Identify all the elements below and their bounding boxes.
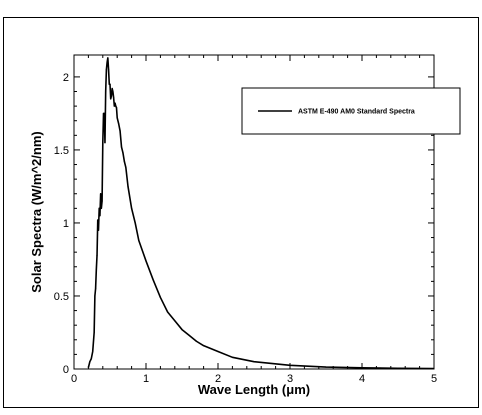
data-point: [94, 295, 96, 297]
axes-layer: 0 1 2 3 4 5 0 0.5 1 1.5 2: [54, 55, 437, 385]
y-tick-label: 1: [63, 218, 69, 230]
data-point: [97, 219, 99, 221]
data-point: [103, 112, 105, 115]
data-point: [90, 358, 92, 360]
data-point: [99, 215, 101, 217]
legend: ASTM E-490 AM0 Standard Spectra: [241, 87, 461, 135]
data-point: [113, 105, 115, 107]
data-point: [116, 117, 118, 119]
data-point: [93, 331, 95, 334]
x-tick-label: 4: [359, 373, 365, 385]
data-point: [289, 364, 291, 366]
data-point: [127, 185, 129, 188]
y-axis-title: Solar Spectra (W/m^2/nm): [29, 131, 44, 292]
data-point: [106, 61, 108, 63]
data-point: [119, 130, 121, 132]
data-point: [195, 340, 197, 342]
x-tick-label: 5: [431, 373, 437, 385]
series-line-0: [87, 57, 435, 370]
data-point: [101, 200, 103, 202]
data-point: [100, 207, 102, 209]
data-point: [122, 152, 124, 154]
y-tick-label: 0: [63, 364, 69, 376]
y-tick-label: 0.5: [54, 291, 69, 303]
data-point: [107, 69, 110, 71]
data-point: [138, 239, 140, 242]
data-point: [92, 350, 94, 353]
x-tick-label: 3: [287, 373, 293, 385]
data-point: [97, 229, 100, 231]
x-tick-label: 2: [215, 373, 221, 385]
data-point: [112, 90, 114, 93]
data-point: [96, 254, 98, 256]
data-point: [131, 207, 133, 209]
data-point: [181, 328, 183, 331]
data-point: [253, 361, 255, 363]
data-point: [115, 106, 118, 109]
data-point: [231, 356, 233, 358]
data-point: [95, 288, 97, 290]
data-point: [114, 102, 116, 104]
data-point: [105, 69, 107, 71]
data-point: [361, 367, 363, 369]
data-point: [89, 361, 91, 363]
data-point: [433, 367, 435, 370]
data-point: [123, 161, 125, 163]
data-point: [397, 367, 399, 369]
data-point: [174, 320, 176, 322]
x-tick-label: 0: [71, 373, 77, 385]
data-point: [125, 166, 127, 169]
data-point: [110, 98, 112, 100]
data-point: [109, 83, 111, 85]
data-point: [104, 142, 106, 144]
data-point: [95, 269, 97, 271]
data-point: [98, 207, 100, 209]
data-point: [188, 334, 190, 337]
legend-label: ASTM E-490 AM0 Standard Spectra: [298, 109, 415, 116]
data-point: [107, 57, 109, 59]
data-point: [145, 260, 147, 262]
data-point: [152, 279, 154, 281]
data-point: [118, 123, 120, 125]
data-point: [113, 96, 115, 98]
y-tick-label: 1.5: [54, 145, 69, 157]
data-point: [120, 146, 123, 148]
data-point: [167, 311, 169, 313]
data-point: [159, 296, 161, 299]
data-point: [115, 105, 117, 107]
data-point: [134, 222, 136, 224]
data-point: [87, 366, 89, 369]
data-point: [217, 350, 219, 353]
plot-frame: [73, 54, 435, 370]
x-tick-label: 1: [143, 373, 149, 385]
data-point: [102, 142, 104, 144]
outer-frame: [3, 17, 479, 408]
data-point: [203, 345, 205, 347]
data-point: [111, 87, 113, 90]
data-point: [325, 366, 327, 368]
x-axis-title: Wave Length (μm): [198, 382, 310, 397]
y-tick-label: 2: [63, 72, 69, 84]
data-point: [110, 95, 113, 97]
series-layer: [87, 57, 435, 370]
data-point: [105, 90, 107, 93]
data-point: [100, 193, 102, 195]
